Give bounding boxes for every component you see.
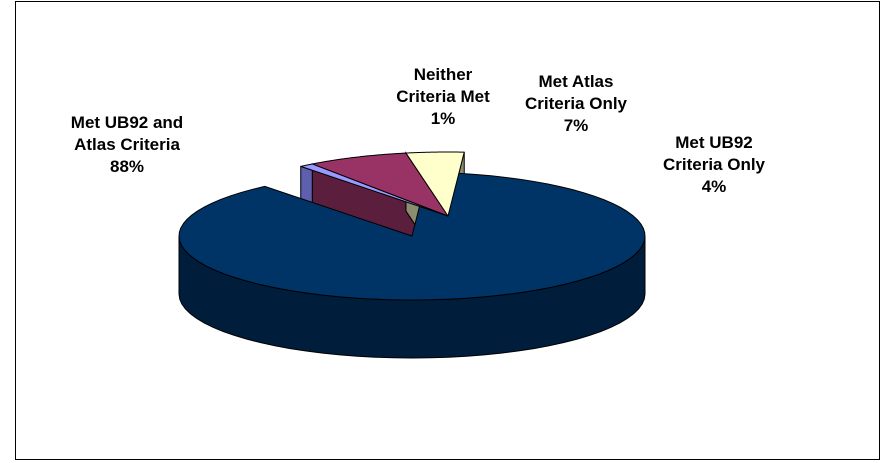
pie-slice-2 (311, 152, 449, 217)
slice-label-0-line-1: Atlas Criteria (74, 135, 180, 154)
slice-label-1-line-0: Neither (414, 65, 473, 84)
slice-percent-label-0: 88% (110, 157, 144, 176)
slice-label-2-line-1: Criteria Only (525, 94, 628, 113)
pie-slice-1 (300, 163, 449, 217)
pie-slice-3 (405, 151, 465, 217)
slice-label-0-line-0: Met UB92 and (71, 113, 183, 132)
slice-label-3-line-1: Criteria Only (663, 155, 766, 174)
slice-label-2-line-0: Met Atlas (539, 72, 614, 91)
slice-label-1-line-1: Criteria Met (396, 87, 490, 106)
slice-percent-label-3: 4% (702, 177, 727, 196)
pie-labels: Met UB92 and Atlas Criteria 88% Neither Crit… (71, 65, 766, 196)
slice-label-3-line-0: Met UB92 (675, 133, 752, 152)
slice-percent-label-2: 7% (564, 116, 589, 135)
pie-tops (178, 151, 646, 301)
slice-percent-label-1: 1% (431, 109, 456, 128)
pie-slice-0 (178, 171, 646, 301)
